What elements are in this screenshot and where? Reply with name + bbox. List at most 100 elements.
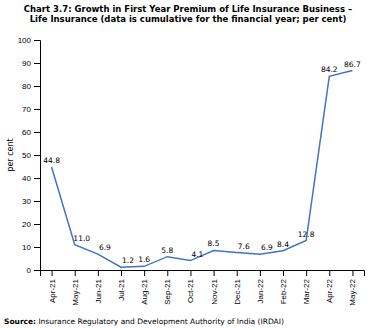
x-tick: Feb-22 — [279, 270, 288, 304]
tick-label: Dec-21 — [233, 278, 242, 304]
tick-mark — [306, 270, 307, 276]
tick-mark — [190, 270, 191, 276]
tick-label: 10 — [22, 243, 31, 252]
data-label: 11.0 — [73, 234, 90, 243]
title-line: Life Insurance (data is cumulative for t… — [30, 14, 347, 24]
x-tick: May-22 — [348, 270, 357, 306]
tick-label: May-21 — [71, 278, 80, 305]
tick-label: Nov-21 — [210, 278, 219, 304]
tick-mark — [34, 270, 40, 271]
tick-mark — [75, 270, 76, 276]
tick-label: 0 — [27, 266, 32, 275]
tick-label: 60 — [22, 128, 31, 137]
tick-mark — [260, 270, 261, 276]
tick-label: 90 — [22, 59, 31, 68]
y-tick: 0 — [27, 266, 40, 275]
tick-mark — [34, 201, 40, 202]
tick-mark — [329, 270, 330, 276]
data-label: 1.6 — [138, 255, 150, 264]
x-tick: Jan-22 — [256, 270, 265, 303]
tick-mark — [34, 155, 40, 156]
data-labels: 44.811.06.91.21.65.84.18.57.66.98.412.88… — [43, 60, 361, 266]
tick-label: 20 — [22, 220, 31, 229]
x-tick: May-21 — [71, 270, 80, 306]
tick-label: Feb-22 — [279, 278, 288, 304]
tick-label: Jan-22 — [256, 278, 265, 303]
data-label: 8.5 — [208, 239, 220, 248]
tick-mark — [214, 270, 215, 276]
tick-mark — [34, 63, 40, 64]
tick-label: Jun-21 — [94, 278, 103, 303]
tick-mark — [34, 132, 40, 133]
y-tick: 70 — [22, 105, 40, 114]
data-label: 84.2 — [321, 65, 338, 74]
tick-mark — [34, 109, 40, 110]
y-tick: 60 — [22, 128, 40, 137]
tick-label: 100 — [18, 36, 32, 45]
tick-mark — [121, 270, 122, 276]
data-label: 1.2 — [122, 256, 134, 265]
data-label: 44.8 — [43, 156, 60, 165]
title-line: Chart 3.7: Growth in First Year Premium … — [24, 4, 352, 14]
tick-label: Jul-21 — [117, 278, 126, 300]
data-label: 6.9 — [99, 243, 111, 252]
x-tick: Aug-21 — [140, 270, 149, 305]
tick-mark — [98, 270, 99, 276]
title: Chart 3.7: Growth in First Year Premium … — [24, 4, 352, 24]
y-tick: 10 — [22, 243, 40, 252]
y-tick: 30 — [22, 197, 40, 206]
tick-mark — [34, 86, 40, 87]
source: Source:Insurance Regulatory and Developm… — [4, 317, 284, 326]
chart: Chart 3.7: Growth in First Year Premium … — [0, 0, 376, 328]
x-tick: Nov-21 — [210, 270, 219, 305]
data-label: 4.1 — [191, 250, 203, 259]
tick-mark — [167, 270, 168, 276]
tick-mark — [34, 224, 40, 225]
x-tick: Apr-21 — [48, 270, 57, 303]
y-tick: 20 — [22, 220, 40, 229]
x-tick: Jun-21 — [94, 270, 103, 303]
source-text: Insurance Regulatory and Development Aut… — [38, 317, 284, 326]
axis-line — [34, 41, 41, 271]
x-tick: Sep-21 — [163, 270, 172, 305]
x-tick: Jul-21 — [117, 270, 126, 301]
tick-label: 40 — [22, 174, 31, 183]
y-tick: 80 — [22, 82, 40, 91]
tick-label: Sep-21 — [163, 278, 172, 304]
data-label: 86.7 — [344, 60, 361, 69]
y-tick: 100 — [18, 36, 40, 45]
plot-area — [52, 71, 353, 268]
data-label: 6.9 — [261, 243, 273, 252]
tick-label: 30 — [22, 197, 31, 206]
tick-label: Apr-21 — [48, 278, 57, 303]
tick-label: Mar-22 — [302, 278, 311, 304]
x-tick: Dec-21 — [233, 270, 242, 305]
data-label: 5.8 — [161, 246, 173, 255]
tick-mark — [34, 40, 40, 41]
tick-label: 80 — [22, 82, 31, 91]
y-axis: 0 10 20 30 40 50 60 70 80 90 100 — [18, 36, 41, 275]
data-label: 12.8 — [298, 230, 315, 239]
line — [52, 71, 353, 268]
tick-mark — [52, 270, 53, 276]
tick-label: May-22 — [348, 278, 357, 305]
x-axis: Apr-21 May-21 Jun-21 Jul-21 Aug-21 Sep-21 Oct-… — [41, 270, 365, 306]
y-tick: 50 — [22, 151, 40, 160]
axis-line — [41, 271, 365, 277]
tick-mark — [283, 270, 284, 276]
source-label: Source: — [4, 317, 36, 326]
tick-mark — [34, 247, 40, 248]
x-tick: Mar-22 — [302, 270, 311, 304]
x-tick: Oct-21 — [186, 270, 195, 303]
data-label: 8.4 — [277, 240, 289, 249]
y-tick: 40 — [22, 174, 40, 183]
y-tick: 90 — [22, 59, 40, 68]
y-axis-title: per cent — [6, 138, 15, 171]
tick-mark — [237, 270, 238, 276]
tick-mark — [144, 270, 145, 276]
tick-mark — [352, 270, 353, 276]
tick-mark — [34, 178, 40, 179]
x-tick: Apr-22 — [325, 270, 334, 303]
tick-label: Oct-21 — [186, 278, 195, 303]
tick-label: 70 — [22, 105, 31, 114]
